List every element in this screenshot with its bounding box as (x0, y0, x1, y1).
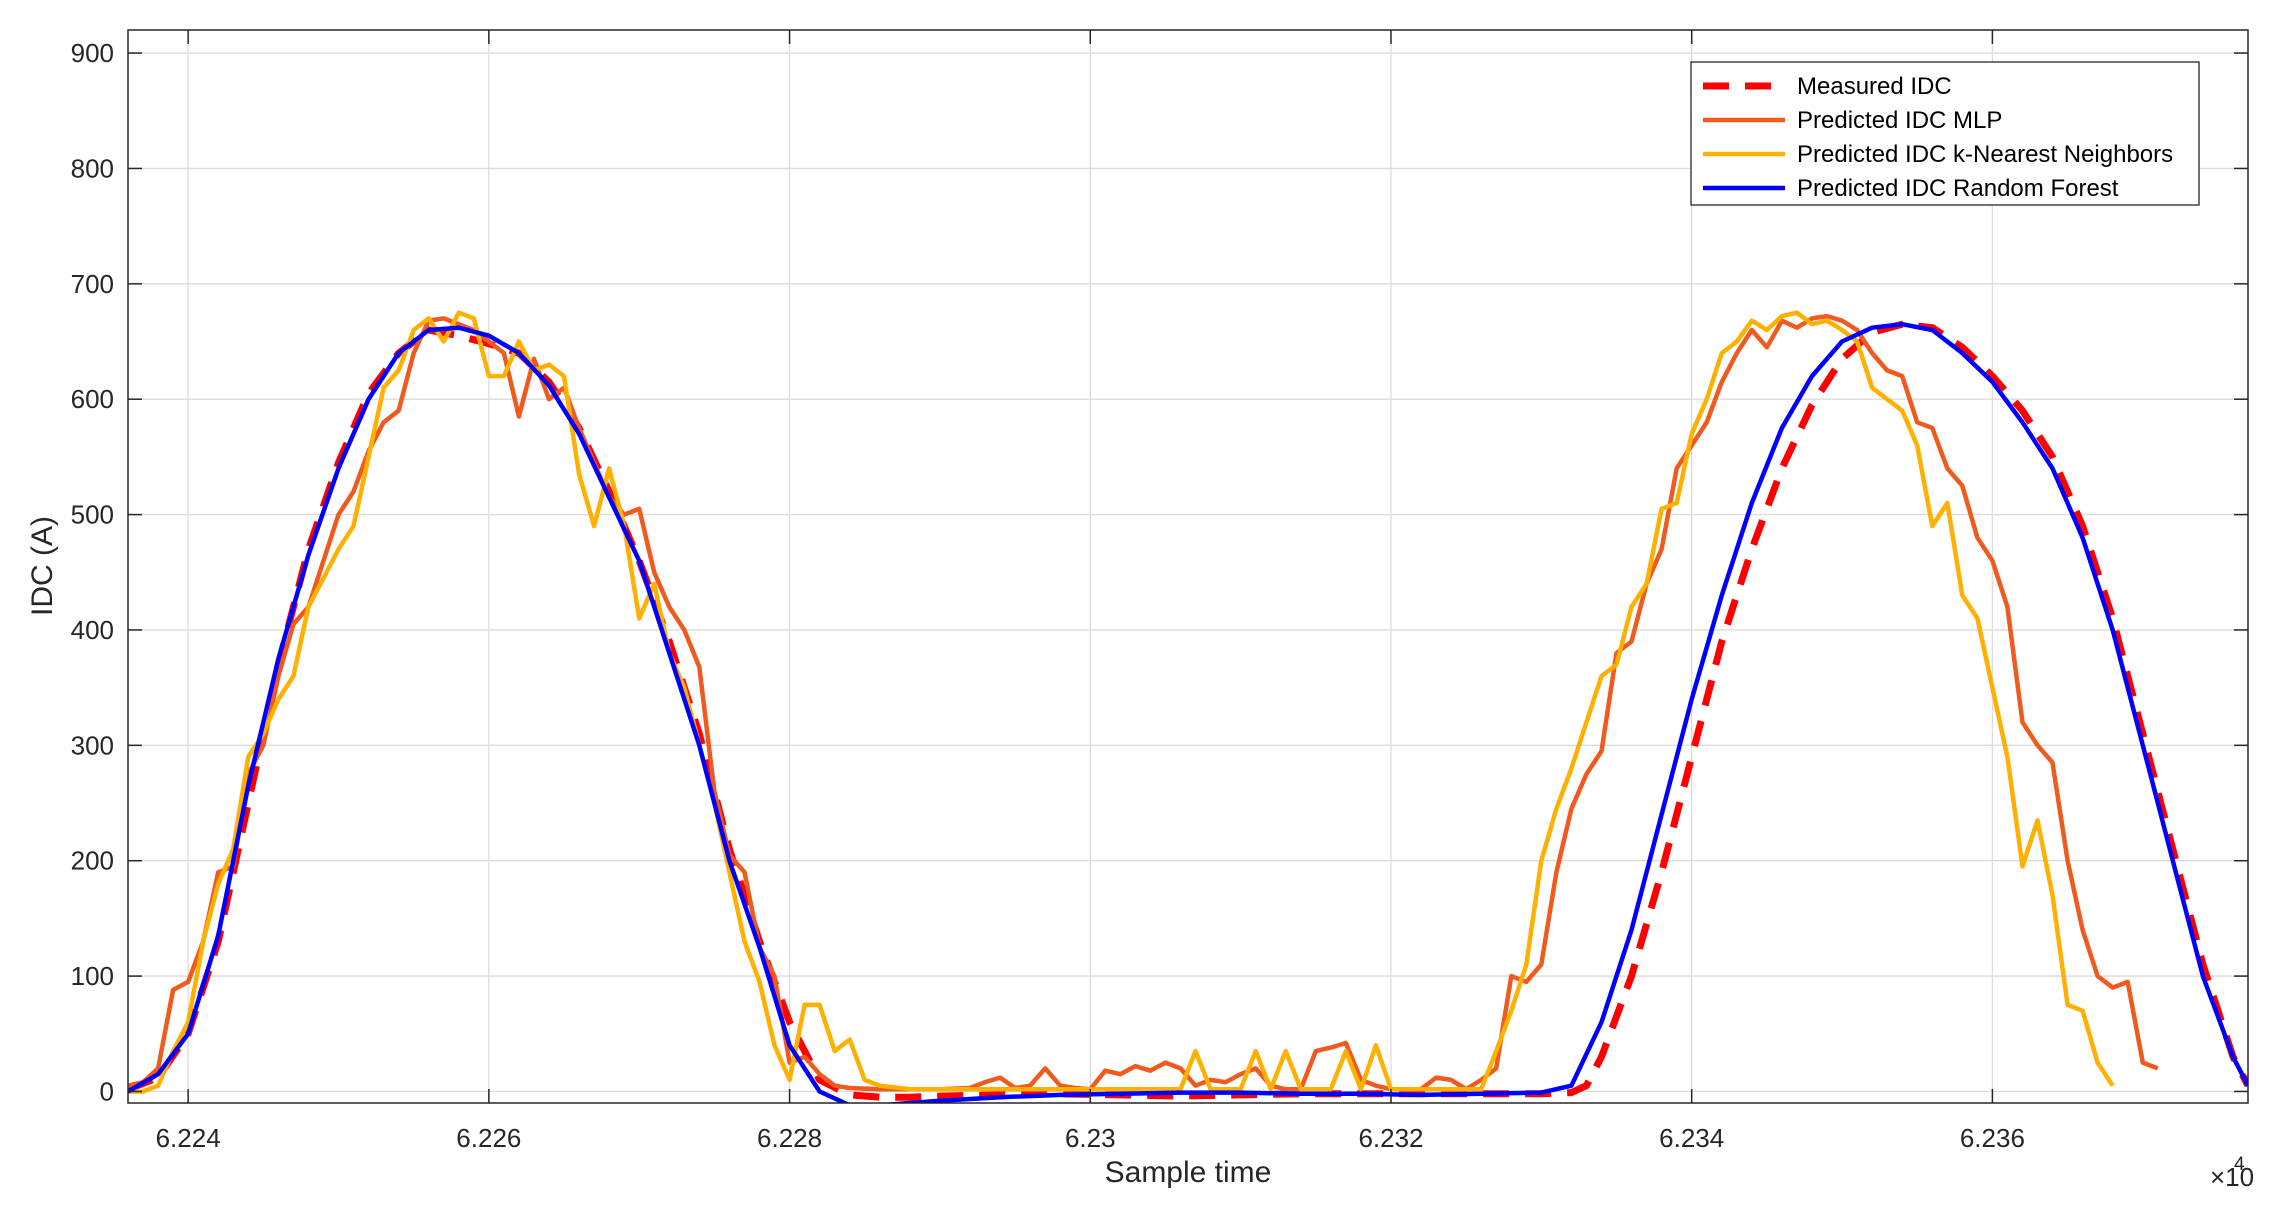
y-tick-label: 900 (71, 38, 114, 68)
legend-label-3: Predicted IDC k-Nearest Neighbors (1797, 141, 2173, 168)
y-axis-title: IDC (A) (26, 516, 59, 616)
y-tick-labels: 0 100 200 300 400 500 600 700 800 900 (71, 38, 114, 1106)
x-tick-label: 6.226 (456, 1123, 521, 1153)
x-tick-label: 6.224 (156, 1123, 221, 1153)
x-tick-labels: 6.224 6.226 6.228 6.23 6.232 6.234 6.236 (156, 1123, 2025, 1153)
x-exponent-base: ×10 (2210, 1162, 2254, 1192)
x-exponent-power: 4 (2234, 1154, 2245, 1175)
plot-area (128, 30, 2248, 1103)
legend-items: Measured IDC Predicted IDC MLP Predicted I… (1703, 73, 2173, 202)
legend-label-1: Measured IDC (1797, 73, 1952, 100)
series-group (128, 310, 2248, 1103)
legend-label-4: Predicted IDC Random Forest (1797, 175, 2119, 202)
series-lines (128, 310, 2248, 1103)
axis-ticks (128, 30, 2248, 1103)
series-line-4 (128, 321, 2248, 1103)
y-tick-label: 0 (100, 1076, 114, 1106)
axes-box (127, 29, 2249, 1104)
y-tick-label: 400 (71, 615, 114, 645)
x-tick-label: 6.228 (757, 1123, 822, 1153)
legend-label-2: Predicted IDC MLP (1797, 107, 2002, 134)
y-tick-label: 800 (71, 153, 114, 183)
series-line-3 (128, 310, 2115, 1094)
x-tick-label: 6.236 (1960, 1123, 2025, 1153)
y-tick-label: 100 (71, 961, 114, 991)
x-tick-label: 6.234 (1659, 1123, 1724, 1153)
x-tick-label: 6.23 (1065, 1123, 1116, 1153)
y-tick-label: 500 (71, 500, 114, 530)
x-axis-title: Sample time (1105, 1156, 1272, 1189)
legend-box (1690, 61, 2200, 206)
x-axis-exponent: ×10 4 (2210, 1154, 2254, 1192)
x-tick-label: 6.232 (1358, 1123, 1423, 1153)
y-tick-label: 200 (71, 846, 114, 876)
y-tick-label: 700 (71, 269, 114, 299)
y-tick-label: 600 (71, 384, 114, 414)
legend: Measured IDC Predicted IDC MLP Predicted I… (1690, 61, 2200, 206)
y-tick-label: 300 (71, 730, 114, 760)
